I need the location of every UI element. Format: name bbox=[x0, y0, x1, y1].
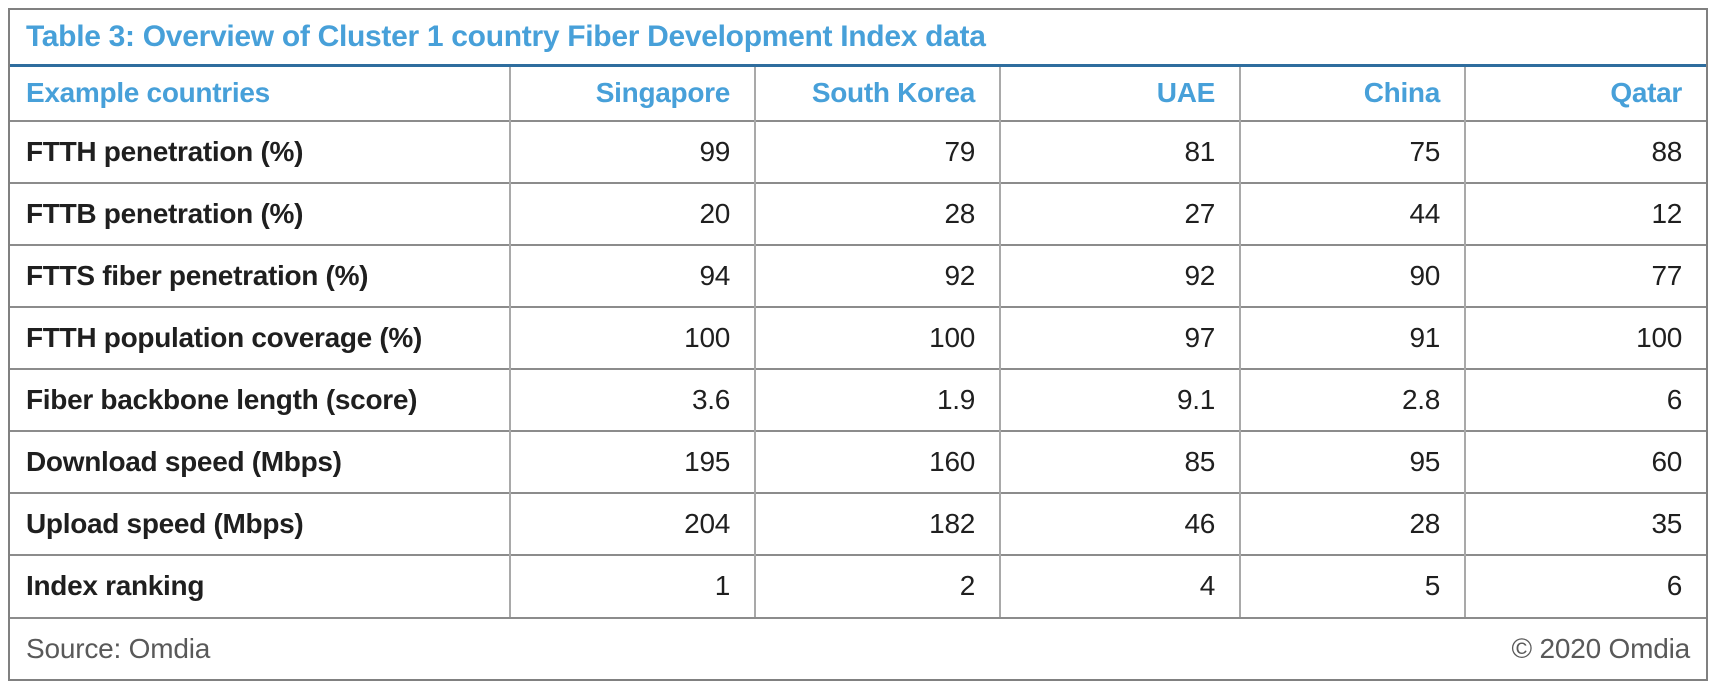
row-label: Download speed (Mbps) bbox=[10, 430, 510, 493]
cell-value: 1.9 bbox=[754, 368, 1000, 431]
row-label: FTTB penetration (%) bbox=[10, 182, 510, 245]
cell-value: 3.6 bbox=[509, 368, 755, 431]
cell-value: 90 bbox=[1239, 244, 1465, 307]
cell-value: 79 bbox=[754, 120, 1000, 183]
cell-value: 160 bbox=[754, 430, 1000, 493]
row-label: Fiber backbone length (score) bbox=[10, 368, 510, 431]
cell-value: 20 bbox=[509, 182, 755, 245]
cell-value: 88 bbox=[1464, 120, 1706, 183]
table-footer: Source: Omdia © 2020 Omdia bbox=[10, 617, 1706, 679]
table-row-ftth-population-coverage: FTTH population coverage (%) 100 100 97 … bbox=[10, 306, 1706, 369]
cell-value: 46 bbox=[999, 492, 1240, 555]
column-header-example-countries: Example countries bbox=[26, 77, 270, 109]
cell-value: 100 bbox=[754, 306, 1000, 369]
source-label: Source: Omdia bbox=[26, 633, 211, 664]
table-row-fttb-penetration: FTTB penetration (%) 20 28 27 44 12 bbox=[10, 182, 1706, 245]
row-label: Upload speed (Mbps) bbox=[10, 492, 510, 555]
cell-value: 195 bbox=[509, 430, 755, 493]
row-label: Index ranking bbox=[10, 554, 510, 617]
fdi-table-card: Table 3: Overview of Cluster 1 country F… bbox=[8, 8, 1708, 681]
cell-value: 95 bbox=[1239, 430, 1465, 493]
fiber-index-table: Example countries Singapore South Korea … bbox=[10, 67, 1706, 617]
cell-value: 100 bbox=[509, 306, 755, 369]
column-header-uae: UAE bbox=[999, 67, 1240, 121]
cell-value: 35 bbox=[1464, 492, 1706, 555]
column-header-south-korea: South Korea bbox=[754, 67, 1000, 121]
table-row-ftth-penetration: FTTH penetration (%) 99 79 81 75 88 bbox=[10, 120, 1706, 183]
cell-value: 9.1 bbox=[999, 368, 1240, 431]
cell-value: 92 bbox=[754, 244, 1000, 307]
column-header-singapore: Singapore bbox=[509, 67, 755, 121]
cell-value: 81 bbox=[999, 120, 1240, 183]
cell-value: 6 bbox=[1464, 368, 1706, 431]
cell-value: 204 bbox=[509, 492, 755, 555]
cell-value: 75 bbox=[1239, 120, 1465, 183]
table-title: Table 3: Overview of Cluster 1 country F… bbox=[10, 10, 1706, 67]
row-label: FTTH penetration (%) bbox=[10, 120, 510, 183]
table-row-ftts-fiber-penetration: FTTS fiber penetration (%) 94 92 92 90 7… bbox=[10, 244, 1706, 307]
cell-value: 4 bbox=[999, 554, 1240, 617]
row-label: FTTS fiber penetration (%) bbox=[10, 244, 510, 307]
cell-value: 2 bbox=[754, 554, 1000, 617]
cell-value: 85 bbox=[999, 430, 1240, 493]
cell-value: 97 bbox=[999, 306, 1240, 369]
cell-value: 182 bbox=[754, 492, 1000, 555]
table-row-upload-speed: Upload speed (Mbps) 204 182 46 28 35 bbox=[10, 492, 1706, 555]
copyright-label: © 2020 Omdia bbox=[1511, 633, 1690, 664]
header-row: Example countries Singapore South Korea … bbox=[10, 67, 1706, 121]
cell-value: 1 bbox=[509, 554, 755, 617]
cell-value: 2.8 bbox=[1239, 368, 1465, 431]
row-label: FTTH population coverage (%) bbox=[10, 306, 510, 369]
cell-value: 60 bbox=[1464, 430, 1706, 493]
cell-value: 27 bbox=[999, 182, 1240, 245]
cell-value: 99 bbox=[509, 120, 755, 183]
cell-value: 44 bbox=[1239, 182, 1465, 245]
table-row-fiber-backbone-length: Fiber backbone length (score) 3.6 1.9 9.… bbox=[10, 368, 1706, 431]
cell-value: 12 bbox=[1464, 182, 1706, 245]
cell-value: 100 bbox=[1464, 306, 1706, 369]
cell-value: 91 bbox=[1239, 306, 1465, 369]
column-header-china: China bbox=[1239, 67, 1465, 121]
cell-value: 94 bbox=[509, 244, 755, 307]
table-row-download-speed: Download speed (Mbps) 195 160 85 95 60 bbox=[10, 430, 1706, 493]
cell-value: 6 bbox=[1464, 554, 1706, 617]
table-row-index-ranking: Index ranking 1 2 4 5 6 bbox=[10, 554, 1706, 617]
cell-value: 5 bbox=[1239, 554, 1465, 617]
cell-value: 28 bbox=[754, 182, 1000, 245]
cell-value: 28 bbox=[1239, 492, 1465, 555]
column-header-qatar: Qatar bbox=[1464, 67, 1706, 121]
cell-value: 77 bbox=[1464, 244, 1706, 307]
cell-value: 92 bbox=[999, 244, 1240, 307]
